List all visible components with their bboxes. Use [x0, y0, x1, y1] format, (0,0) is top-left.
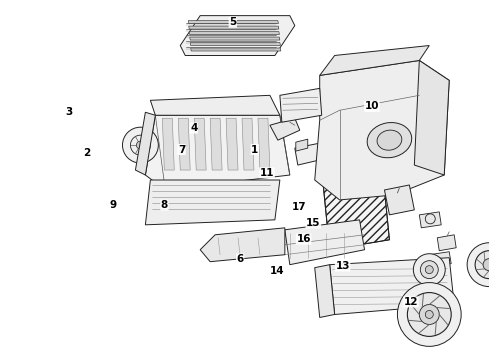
Polygon shape: [296, 139, 308, 151]
Polygon shape: [285, 220, 365, 265]
Text: 11: 11: [260, 168, 274, 178]
Polygon shape: [189, 26, 279, 29]
Polygon shape: [280, 88, 322, 122]
Polygon shape: [146, 115, 290, 190]
Circle shape: [407, 293, 451, 336]
Polygon shape: [429, 252, 451, 267]
Polygon shape: [419, 212, 441, 228]
Text: 4: 4: [190, 123, 197, 133]
Polygon shape: [270, 118, 300, 140]
Text: 6: 6: [237, 254, 244, 264]
Text: 2: 2: [83, 148, 90, 158]
Text: 16: 16: [296, 234, 311, 244]
Text: 12: 12: [404, 297, 418, 307]
Ellipse shape: [377, 130, 402, 150]
Polygon shape: [180, 15, 295, 55]
Text: 14: 14: [270, 266, 284, 276]
Circle shape: [397, 283, 461, 346]
Ellipse shape: [367, 122, 412, 158]
Circle shape: [420, 261, 438, 279]
Text: 8: 8: [161, 200, 168, 210]
Polygon shape: [190, 37, 280, 40]
Text: 1: 1: [251, 144, 258, 154]
Text: 10: 10: [365, 102, 379, 112]
Polygon shape: [437, 235, 456, 251]
Polygon shape: [385, 185, 415, 215]
Circle shape: [136, 141, 145, 149]
Polygon shape: [194, 118, 206, 170]
Circle shape: [414, 254, 445, 285]
Polygon shape: [188, 21, 278, 24]
Polygon shape: [210, 118, 222, 170]
Text: 7: 7: [178, 144, 185, 154]
Polygon shape: [330, 258, 454, 315]
Text: 13: 13: [335, 261, 350, 271]
Polygon shape: [315, 265, 335, 318]
Polygon shape: [319, 45, 429, 75]
Circle shape: [425, 310, 433, 319]
Polygon shape: [415, 60, 449, 175]
Polygon shape: [295, 142, 328, 165]
Polygon shape: [135, 112, 155, 175]
Polygon shape: [146, 180, 280, 225]
Circle shape: [122, 127, 158, 163]
Polygon shape: [191, 48, 281, 51]
Text: 9: 9: [110, 200, 117, 210]
Polygon shape: [178, 118, 190, 170]
Polygon shape: [189, 32, 279, 35]
Polygon shape: [315, 60, 449, 200]
Text: 3: 3: [66, 107, 73, 117]
Polygon shape: [190, 42, 280, 45]
Polygon shape: [226, 118, 238, 170]
Polygon shape: [162, 118, 174, 170]
Text: 5: 5: [229, 17, 236, 27]
Circle shape: [419, 305, 439, 324]
Polygon shape: [200, 228, 285, 262]
Text: 15: 15: [306, 218, 320, 228]
Circle shape: [425, 266, 433, 274]
Text: 17: 17: [292, 202, 306, 212]
Polygon shape: [258, 118, 270, 170]
Circle shape: [483, 259, 490, 271]
Polygon shape: [150, 95, 280, 115]
Circle shape: [467, 243, 490, 287]
Polygon shape: [242, 118, 254, 170]
Circle shape: [475, 251, 490, 279]
Polygon shape: [319, 140, 390, 250]
